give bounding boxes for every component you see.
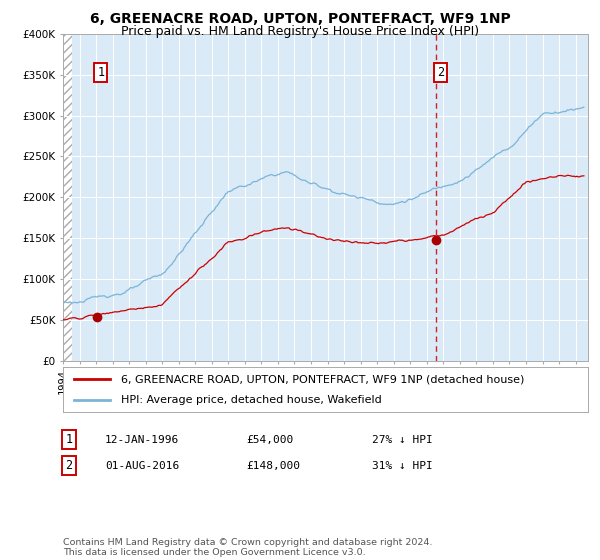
Text: 31% ↓ HPI: 31% ↓ HPI — [372, 461, 433, 471]
Text: £54,000: £54,000 — [246, 435, 293, 445]
Text: £148,000: £148,000 — [246, 461, 300, 471]
Text: 01-AUG-2016: 01-AUG-2016 — [105, 461, 179, 471]
Text: Contains HM Land Registry data © Crown copyright and database right 2024.
This d: Contains HM Land Registry data © Crown c… — [63, 538, 433, 557]
Bar — [63, 34, 72, 361]
Text: 27% ↓ HPI: 27% ↓ HPI — [372, 435, 433, 445]
Text: 6, GREENACRE ROAD, UPTON, PONTEFRACT, WF9 1NP: 6, GREENACRE ROAD, UPTON, PONTEFRACT, WF… — [89, 12, 511, 26]
Text: 1: 1 — [97, 67, 104, 80]
Text: HPI: Average price, detached house, Wakefield: HPI: Average price, detached house, Wake… — [121, 395, 382, 405]
Text: 1: 1 — [65, 433, 73, 446]
Text: 2: 2 — [437, 67, 444, 80]
Text: 12-JAN-1996: 12-JAN-1996 — [105, 435, 179, 445]
Text: Price paid vs. HM Land Registry's House Price Index (HPI): Price paid vs. HM Land Registry's House … — [121, 25, 479, 38]
Text: 2: 2 — [65, 459, 73, 473]
Text: 6, GREENACRE ROAD, UPTON, PONTEFRACT, WF9 1NP (detached house): 6, GREENACRE ROAD, UPTON, PONTEFRACT, WF… — [121, 374, 524, 384]
